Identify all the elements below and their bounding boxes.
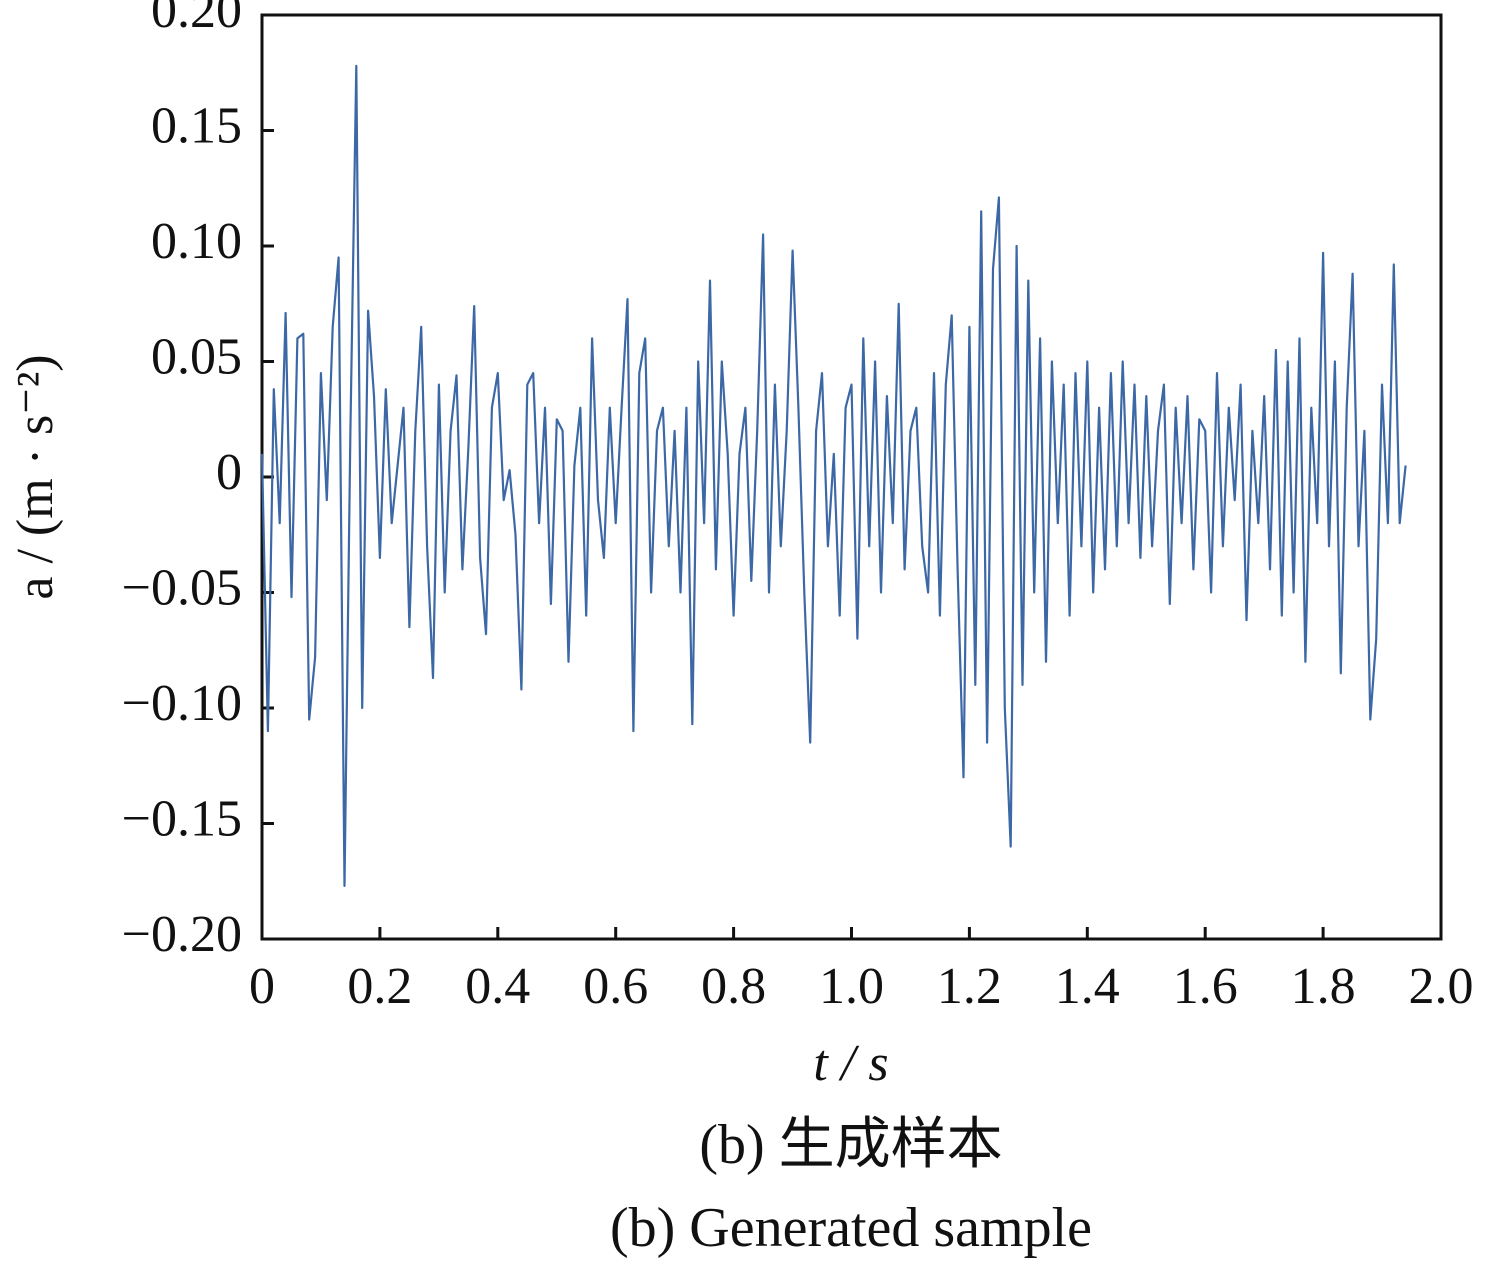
signal-line bbox=[260, 64, 1407, 887]
x-tick-label: 0.8 bbox=[701, 958, 766, 1015]
y-axis-label: a / (m · s⁻²) bbox=[7, 354, 64, 599]
x-tick-label: 0.4 bbox=[465, 958, 530, 1015]
x-tick-label: 1.0 bbox=[819, 958, 884, 1015]
x-tick-label: 1.6 bbox=[1173, 958, 1238, 1015]
y-tick-label: 0.10 bbox=[151, 213, 242, 270]
y-tick-label: 0 bbox=[216, 444, 242, 501]
x-tick-label: 0 bbox=[249, 958, 275, 1015]
x-tick-label: 1.2 bbox=[937, 958, 1002, 1015]
y-tick-label: −0.05 bbox=[122, 559, 242, 616]
caption-cn: (b) 生成样本 bbox=[699, 1114, 1002, 1176]
caption-en: (b) Generated sample bbox=[610, 1197, 1092, 1259]
x-tick-label: 1.4 bbox=[1055, 958, 1120, 1015]
y-tick-label: 0.15 bbox=[151, 97, 242, 154]
x-tick-label: 0.6 bbox=[583, 958, 648, 1015]
x-tick-label: 2.0 bbox=[1409, 958, 1474, 1015]
x-tick-label: 1.8 bbox=[1291, 958, 1356, 1015]
y-tick-label: 0.20 bbox=[151, 0, 242, 39]
x-tick-label: 0.2 bbox=[347, 958, 412, 1015]
y-tick-label: −0.15 bbox=[122, 790, 242, 847]
y-tick-label: −0.10 bbox=[122, 675, 242, 732]
y-tick-label: 0.05 bbox=[151, 328, 242, 385]
x-axis-label: t / s bbox=[813, 1035, 888, 1092]
y-tick-label: −0.20 bbox=[122, 906, 242, 963]
plot-frame bbox=[260, 13, 1443, 941]
